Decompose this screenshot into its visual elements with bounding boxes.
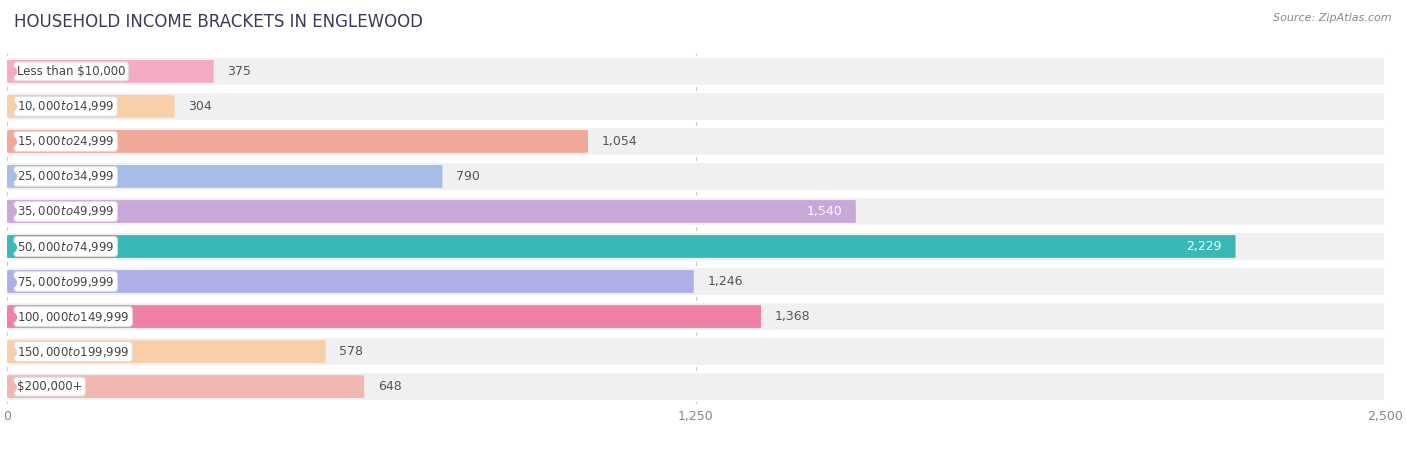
Text: 1,540: 1,540 [806,205,842,218]
FancyBboxPatch shape [7,340,326,363]
Text: $200,000+: $200,000+ [17,380,83,393]
Text: $150,000 to $199,999: $150,000 to $199,999 [17,344,129,359]
FancyBboxPatch shape [7,305,761,328]
Text: $10,000 to $14,999: $10,000 to $14,999 [17,99,114,114]
Text: Source: ZipAtlas.com: Source: ZipAtlas.com [1274,13,1392,23]
Text: $75,000 to $99,999: $75,000 to $99,999 [17,274,114,289]
Text: 1,054: 1,054 [602,135,637,148]
Text: 2,229: 2,229 [1187,240,1222,253]
FancyBboxPatch shape [7,375,364,398]
FancyBboxPatch shape [7,162,1385,191]
Text: 1,246: 1,246 [707,275,742,288]
FancyBboxPatch shape [7,57,1385,86]
FancyBboxPatch shape [7,267,1385,296]
FancyBboxPatch shape [7,337,1385,366]
FancyBboxPatch shape [7,235,1236,258]
Text: $15,000 to $24,999: $15,000 to $24,999 [17,134,114,149]
Text: 578: 578 [339,345,363,358]
Text: $50,000 to $74,999: $50,000 to $74,999 [17,239,114,254]
Text: 790: 790 [456,170,479,183]
FancyBboxPatch shape [7,95,174,118]
Text: 648: 648 [378,380,402,393]
Text: Less than $10,000: Less than $10,000 [17,65,125,78]
FancyBboxPatch shape [7,92,1385,121]
FancyBboxPatch shape [7,200,856,223]
Text: $35,000 to $49,999: $35,000 to $49,999 [17,204,114,219]
FancyBboxPatch shape [7,372,1385,401]
FancyBboxPatch shape [7,60,214,83]
Text: 1,368: 1,368 [775,310,810,323]
Text: $25,000 to $34,999: $25,000 to $34,999 [17,169,114,184]
FancyBboxPatch shape [7,127,1385,156]
FancyBboxPatch shape [7,197,1385,226]
FancyBboxPatch shape [7,130,588,153]
Text: HOUSEHOLD INCOME BRACKETS IN ENGLEWOOD: HOUSEHOLD INCOME BRACKETS IN ENGLEWOOD [14,13,423,31]
FancyBboxPatch shape [7,165,443,188]
FancyBboxPatch shape [7,302,1385,331]
Text: 375: 375 [228,65,252,78]
Text: 304: 304 [188,100,212,113]
Text: $100,000 to $149,999: $100,000 to $149,999 [17,309,129,324]
FancyBboxPatch shape [7,232,1385,261]
FancyBboxPatch shape [7,270,693,293]
